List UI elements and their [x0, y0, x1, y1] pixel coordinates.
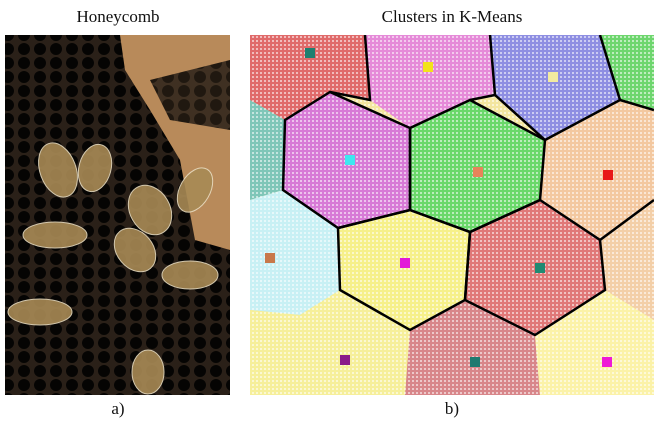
cluster-center	[305, 48, 315, 58]
bee	[132, 350, 164, 394]
figure: Honeycomb Clusters in K-Means	[0, 0, 654, 425]
cluster-center	[473, 167, 483, 177]
body: Honeycomb Clusters in K-Means	[0, 0, 654, 425]
cluster-center	[340, 355, 350, 365]
panel-title: Clusters in K-Means	[382, 7, 523, 26]
cluster-center	[400, 258, 410, 268]
cluster-center	[548, 72, 558, 82]
cluster-center	[423, 62, 433, 72]
cluster-center	[602, 357, 612, 367]
panel-label: b)	[445, 399, 459, 418]
bee	[23, 222, 87, 248]
page: Figure {"figure": {"panels": [ {"title":…	[0, 0, 654, 425]
pixel-grid	[250, 35, 654, 395]
cluster-map	[250, 35, 654, 395]
cluster-center	[603, 170, 613, 180]
honeycomb-photo	[5, 35, 230, 395]
bee	[162, 261, 218, 289]
cluster-center	[535, 263, 545, 273]
panel-title: Honeycomb	[76, 7, 159, 26]
bee	[8, 299, 72, 325]
cluster-center	[265, 253, 275, 263]
cluster-center	[345, 155, 355, 165]
cluster-center	[470, 357, 480, 367]
panel-label: a)	[111, 399, 124, 418]
